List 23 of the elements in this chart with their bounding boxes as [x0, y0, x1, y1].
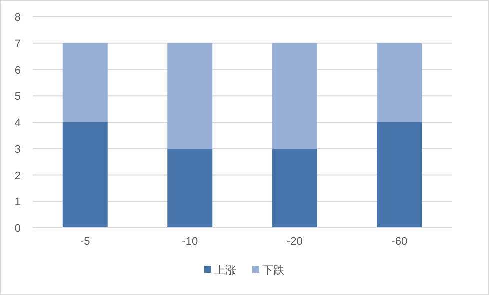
y-tick-label: 4 — [14, 118, 21, 130]
bar — [62, 43, 108, 122]
y-tick-label: 7 — [14, 38, 21, 50]
bar — [168, 148, 213, 228]
y-tick-label: 2 — [14, 170, 21, 182]
x-tick-label: -5 — [80, 236, 90, 248]
bar — [377, 43, 422, 122]
bar — [272, 148, 318, 228]
y-tick-label: 3 — [14, 144, 21, 156]
y-tick-label: 0 — [14, 223, 21, 235]
y-tick-label: 8 — [14, 12, 21, 24]
x-tick-label: -10 — [182, 236, 198, 248]
bar — [168, 43, 213, 149]
y-tick-label: 6 — [14, 64, 21, 77]
y-tick-label: 1 — [14, 196, 21, 209]
x-tick-label: -20 — [286, 236, 303, 248]
bar — [272, 43, 318, 149]
bar — [62, 122, 108, 228]
bar — [377, 122, 422, 228]
legend-label: 下跌 — [262, 265, 284, 277]
legend-label: 上涨 — [214, 264, 236, 277]
y-tick-label: 5 — [14, 91, 21, 104]
x-tick-label: -60 — [392, 236, 408, 248]
